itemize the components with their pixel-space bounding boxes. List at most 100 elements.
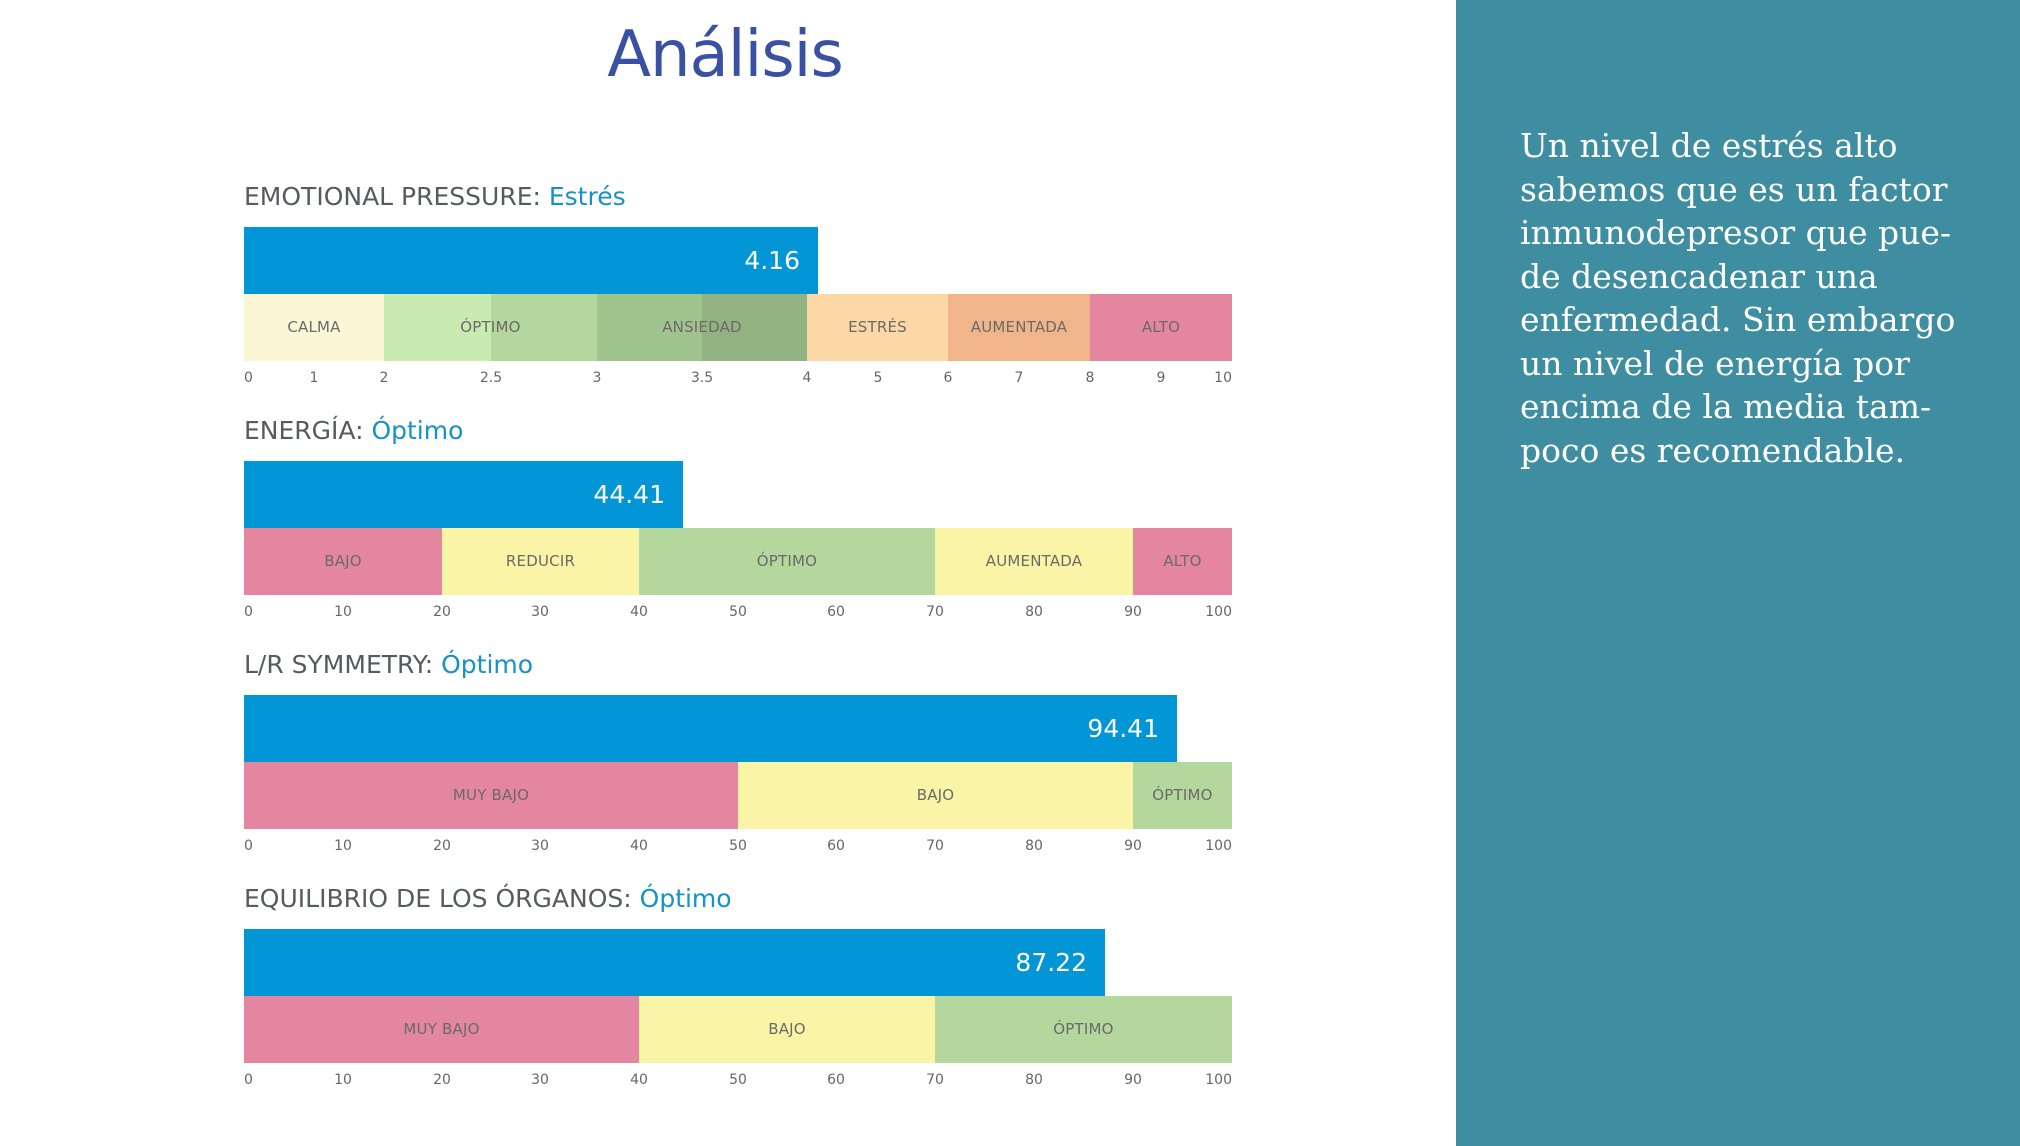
tick-labels: 0 10 20 30 40 50 60 70 80 90 100 bbox=[244, 1072, 1232, 1092]
tick-label: 2 bbox=[379, 370, 389, 386]
zone-segment: MUY BAJO bbox=[244, 996, 639, 1063]
tick-label: 100 bbox=[1205, 604, 1232, 620]
tick-label: 70 bbox=[926, 838, 944, 854]
explanation-line: enfermedad. Sin embargo bbox=[1520, 300, 1956, 339]
side-panel: Un nivel de estrés alto sabemos que es un… bbox=[1456, 0, 2020, 1146]
explanation-line: Un nivel de estrés alto bbox=[1520, 126, 1898, 165]
tick-label: 7 bbox=[1014, 370, 1024, 386]
zone-segment bbox=[807, 294, 948, 361]
metric-status: Óptimo bbox=[371, 416, 464, 445]
metric-heading: EMOTIONAL PRESSURE: Estrés bbox=[244, 180, 626, 214]
zone-segment bbox=[244, 294, 384, 361]
value-bar: 87.22 bbox=[244, 929, 1105, 996]
tick-label: 9 bbox=[1156, 370, 1166, 386]
tick-label: 30 bbox=[531, 838, 549, 854]
zone-segment: MUY BAJO bbox=[244, 762, 738, 829]
tick-label: 3.5 bbox=[690, 370, 714, 386]
explanation-line: inmunodepresor que pue- bbox=[1520, 213, 1952, 252]
explanation-text: Un nivel de estrés alto sabemos que es un… bbox=[1520, 124, 2000, 472]
tick-labels: 0 1 2 2.5 3 3.5 4 5 6 7 8 9 10 bbox=[244, 370, 1232, 390]
tick-label: 70 bbox=[926, 604, 944, 620]
metric-chart: L/R SYMMETRY: Óptimo 94.41 MUY BAJO BAJO ÓPT… bbox=[244, 648, 1232, 863]
zone-segment: ÓPTIMO bbox=[639, 528, 935, 595]
explanation-line: de desencadenar una bbox=[1520, 256, 1878, 296]
analysis-panel: Análisis EMOTIONAL PRESSURE: Estrés 4.16 C… bbox=[244, 18, 1232, 1097]
metric-chart: EQUILIBRIO DE LOS ÓRGANOS: Óptimo 87.22 MU… bbox=[244, 882, 1232, 1097]
zone-label: ESTRÉS bbox=[848, 318, 907, 336]
tick-label: 60 bbox=[827, 604, 845, 620]
tick-label: 30 bbox=[531, 1072, 549, 1088]
tick-label: 10 bbox=[1214, 370, 1232, 386]
tick-label: 60 bbox=[827, 838, 845, 854]
explanation-line: un nivel de energía por bbox=[1520, 343, 1910, 383]
zone-segment bbox=[384, 294, 491, 361]
tick-label: 60 bbox=[827, 1072, 845, 1088]
page-title: Análisis bbox=[607, 18, 844, 92]
tick-label: 50 bbox=[729, 838, 747, 854]
value-label: 44.41 bbox=[593, 480, 665, 509]
zone-segment: BAJO bbox=[738, 762, 1133, 829]
tick-label: 10 bbox=[334, 1072, 352, 1088]
tick-label: 20 bbox=[433, 604, 451, 620]
metric-label: ENERGÍA: bbox=[244, 416, 372, 445]
value-label: 94.41 bbox=[1087, 714, 1159, 743]
tick-label: 80 bbox=[1025, 604, 1043, 620]
metric-status: Óptimo bbox=[639, 884, 732, 913]
zone-strip: CALMA ÓPTIMO ANSIEDAD ESTRÉS AUMENTADA ALTO bbox=[244, 294, 1232, 361]
tick-label: 10 bbox=[334, 604, 352, 620]
tick-label: 40 bbox=[630, 1072, 648, 1088]
metric-chart: ENERGÍA: Óptimo 44.41 BAJO REDUCIR ÓPTIMO AUM… bbox=[244, 414, 1232, 629]
explanation-line: poco es recomendable. bbox=[1520, 430, 1906, 470]
tick-label: 30 bbox=[531, 604, 549, 620]
tick-label: 1 bbox=[309, 370, 319, 386]
zone-segment bbox=[702, 294, 807, 361]
zone-segment: AUMENTADA bbox=[935, 528, 1133, 595]
tick-label: 4 bbox=[802, 370, 812, 386]
metric-label: EQUILIBRIO DE LOS ÓRGANOS: bbox=[244, 884, 640, 913]
tick-label: 40 bbox=[630, 838, 648, 854]
tick-label: 70 bbox=[926, 1072, 944, 1088]
zone-strip: MUY BAJO BAJO ÓPTIMO bbox=[244, 762, 1232, 829]
tick-labels: 0 10 20 30 40 50 60 70 80 90 100 bbox=[244, 604, 1232, 624]
value-label: 4.16 bbox=[744, 246, 800, 275]
tick-label: 90 bbox=[1124, 604, 1142, 620]
value-label: 87.22 bbox=[1015, 948, 1087, 977]
explanation-line: sabemos que es un factor bbox=[1520, 169, 1948, 209]
tick-label: 80 bbox=[1025, 1072, 1043, 1088]
zone-label: CALMA bbox=[287, 318, 341, 336]
tick-label: 8 bbox=[1085, 370, 1095, 386]
zone-segment bbox=[491, 294, 597, 361]
tick-label: 10 bbox=[334, 838, 352, 854]
tick-label: 40 bbox=[630, 604, 648, 620]
metric-heading: ENERGÍA: Óptimo bbox=[244, 414, 463, 448]
tick-label: 90 bbox=[1124, 838, 1142, 854]
zone-label: AUMENTADA bbox=[970, 318, 1068, 336]
zone-segment: ÓPTIMO bbox=[1133, 762, 1232, 829]
value-bar: 4.16 bbox=[244, 227, 818, 294]
tick-label: 80 bbox=[1025, 838, 1043, 854]
zone-segment: ALTO bbox=[1133, 528, 1232, 595]
zone-segment bbox=[597, 294, 702, 361]
tick-label: 50 bbox=[729, 604, 747, 620]
tick-label: 6 bbox=[943, 370, 953, 386]
value-bar: 94.41 bbox=[244, 695, 1177, 762]
zone-segment: BAJO bbox=[639, 996, 935, 1063]
tick-label: 0 bbox=[244, 604, 253, 620]
tick-label: 5 bbox=[873, 370, 883, 386]
metric-chart: EMOTIONAL PRESSURE: Estrés 4.16 CALMA ÓPTIM… bbox=[244, 180, 1232, 395]
tick-label: 3 bbox=[592, 370, 602, 386]
value-bar: 44.41 bbox=[244, 461, 683, 528]
zone-label: ANSIEDAD bbox=[662, 318, 742, 336]
tick-label: 20 bbox=[433, 1072, 451, 1088]
tick-labels: 0 10 20 30 40 50 60 70 80 90 100 bbox=[244, 838, 1232, 858]
tick-label: 0 bbox=[244, 838, 253, 854]
zone-segment: ÓPTIMO bbox=[935, 996, 1232, 1063]
tick-label: 0 bbox=[244, 1072, 253, 1088]
tick-label: 50 bbox=[729, 1072, 747, 1088]
zone-strip: BAJO REDUCIR ÓPTIMO AUMENTADA ALTO bbox=[244, 528, 1232, 595]
metric-status: Estrés bbox=[548, 182, 626, 211]
metric-label: EMOTIONAL PRESSURE: bbox=[244, 182, 549, 211]
metric-heading: L/R SYMMETRY: Óptimo bbox=[244, 648, 533, 682]
zone-label: ALTO bbox=[1141, 318, 1181, 336]
zone-segment: REDUCIR bbox=[442, 528, 639, 595]
